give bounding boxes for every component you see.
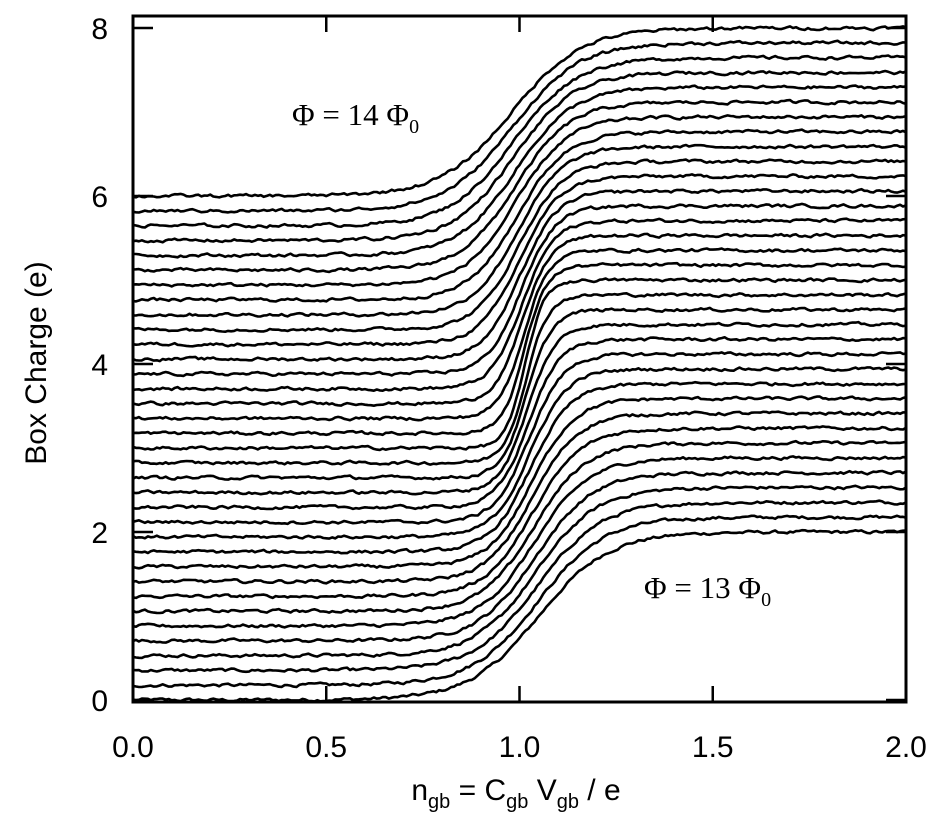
- charge-curve: [133, 143, 906, 318]
- charge-curve: [133, 528, 906, 702]
- y-axis-label: Box Charge (e): [20, 261, 53, 464]
- ticks-group: 0.0 0.5 1.0 1.5 2.0 0 2 4 6 8: [91, 13, 927, 764]
- charge-curve: [133, 351, 906, 526]
- charge-curve: [133, 410, 906, 585]
- charge-curve: [133, 455, 906, 629]
- charge-curve: [133, 514, 906, 689]
- charge-curve: [133, 366, 906, 540]
- y-tick-label: 0: [91, 685, 108, 718]
- charge-curve: [133, 128, 906, 303]
- charge-curve: [133, 54, 906, 229]
- charge-curve: [133, 380, 906, 555]
- charge-curve: [133, 439, 906, 615]
- charge-curve: [133, 114, 906, 288]
- charge-curve: [133, 499, 906, 674]
- annotation-13-phi0: Φ = 13 Φ0: [644, 570, 771, 611]
- charge-curve: [133, 217, 906, 392]
- charge-curve: [133, 425, 906, 600]
- charge-curve: [133, 469, 906, 644]
- charge-curve: [133, 187, 906, 363]
- charge-curve: [133, 173, 906, 348]
- charge-curve: [133, 98, 906, 274]
- y-tick-label: 2: [91, 517, 108, 550]
- x-tick-label: 1.0: [499, 731, 541, 764]
- curves-group: [133, 25, 906, 702]
- charge-curve: [133, 395, 906, 570]
- charge-curve: [133, 277, 906, 452]
- charge-curve: [133, 292, 906, 466]
- charge-curve: [133, 261, 906, 437]
- x-tick-label: 1.5: [692, 731, 734, 764]
- charge-curve: [133, 39, 906, 214]
- charge-curve: [133, 69, 906, 244]
- charge-curve: [133, 232, 906, 407]
- charge-curve: [133, 247, 906, 422]
- charge-curve: [133, 306, 906, 481]
- charge-curve: [133, 25, 906, 199]
- x-tick-label: 0.0: [112, 731, 154, 764]
- charge-curve: [133, 158, 906, 333]
- charge-curve: [133, 84, 906, 259]
- charge-curve: [133, 202, 906, 378]
- charge-curve: [133, 484, 906, 660]
- charge-curve: [133, 336, 906, 511]
- y-tick-label: 8: [91, 13, 108, 46]
- x-tick-label: 2.0: [885, 731, 927, 764]
- y-tick-label: 6: [91, 181, 108, 214]
- y-tick-label: 4: [91, 349, 108, 382]
- x-tick-label: 0.5: [305, 731, 347, 764]
- charge-curve: [133, 320, 906, 496]
- x-axis-label: ngb = Cgb Vgb / e: [411, 774, 620, 813]
- annotation-14-phi0: Φ = 14 Φ0: [292, 97, 419, 138]
